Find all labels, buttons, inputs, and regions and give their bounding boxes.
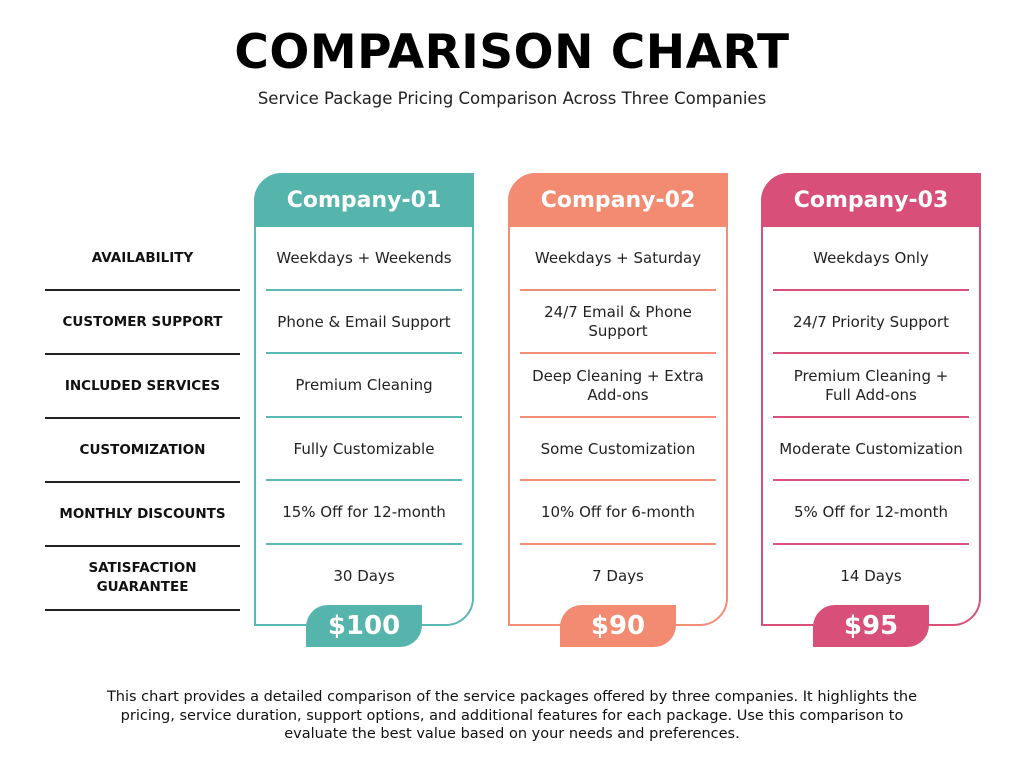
cell-satisfaction-guarantee: 14 Days	[840, 566, 902, 585]
page-subtitle: Service Package Pricing Comparison Acros…	[257, 89, 767, 108]
price-badge: $95	[813, 605, 929, 647]
cell-satisfaction-guarantee: 7 Days	[592, 566, 644, 585]
cell-included-services: Premium Cleaning + Full Add-ons	[761, 354, 981, 418]
row-label-included-services: INCLUDED SERVICES	[45, 355, 240, 419]
page-title: COMPARISON CHART	[234, 25, 790, 80]
cell-customer-support: Phone & Email Support	[254, 291, 474, 355]
cell-monthly-discounts: 15% Off for 12-month	[254, 481, 474, 545]
cell-satisfaction-guarantee: 30 Days	[333, 566, 395, 585]
row-label-satisfaction-guarantee: SATISFACTION GUARANTEE	[45, 547, 240, 611]
card-frame	[508, 173, 728, 626]
company-name: Company-02	[508, 173, 728, 227]
price-badge: $90	[560, 605, 676, 647]
cell-customer-support: 24/7 Email & Phone Support	[508, 291, 728, 355]
company-name: Company-03	[761, 173, 981, 227]
cell-customer-support: 24/7 Priority Support	[761, 291, 981, 355]
cell-customization: Moderate Customization	[761, 418, 981, 482]
card-frame	[254, 173, 474, 626]
cell-customization: Some Customization	[508, 418, 728, 482]
company-name: Company-01	[254, 173, 474, 227]
row-label-customization: CUSTOMIZATION	[45, 419, 240, 483]
footer-line: pricing, service duration, support optio…	[120, 707, 904, 724]
cell-monthly-discounts: 10% Off for 6-month	[508, 481, 728, 545]
cell-included-services: Deep Cleaning + Extra Add-ons	[508, 354, 728, 418]
row-labels: AVAILABILITY CUSTOMER SUPPORT INCLUDED S…	[45, 227, 240, 611]
company-card-02: Company-02 Weekdays + Saturday 24/7 Emai…	[508, 173, 728, 647]
company-cells: Weekdays Only 24/7 Priority Support Prem…	[761, 227, 981, 608]
cell-monthly-discounts: 5% Off for 12-month	[761, 481, 981, 545]
footer-line: evaluate the best value based on your ne…	[284, 726, 740, 742]
cell-availability: Weekdays + Weekends	[254, 227, 474, 291]
price-badge: $100	[306, 605, 422, 647]
company-cells: Weekdays + Saturday 24/7 Email & Phone Su…	[508, 227, 728, 608]
footer-description: This chart provides a detailed compariso…	[90, 688, 934, 744]
company-cells: Weekdays + Weekends Phone & Email Suppor…	[254, 227, 474, 608]
company-card-01: Company-01 Weekdays + Weekends Phone & E…	[254, 173, 474, 647]
company-card-03: Company-03 Weekdays Only 24/7 Priority S…	[761, 173, 981, 647]
row-label-customer-support: CUSTOMER SUPPORT	[45, 291, 240, 355]
row-label-monthly-discounts: MONTHLY DISCOUNTS	[45, 483, 240, 547]
cell-customization: Fully Customizable	[254, 418, 474, 482]
footer-line: This chart provides a detailed compariso…	[106, 689, 918, 705]
cell-availability: Weekdays Only	[761, 227, 981, 291]
row-label-availability: AVAILABILITY	[45, 227, 240, 291]
cell-availability: Weekdays + Saturday	[508, 227, 728, 291]
cell-included-services: Premium Cleaning	[254, 354, 474, 418]
